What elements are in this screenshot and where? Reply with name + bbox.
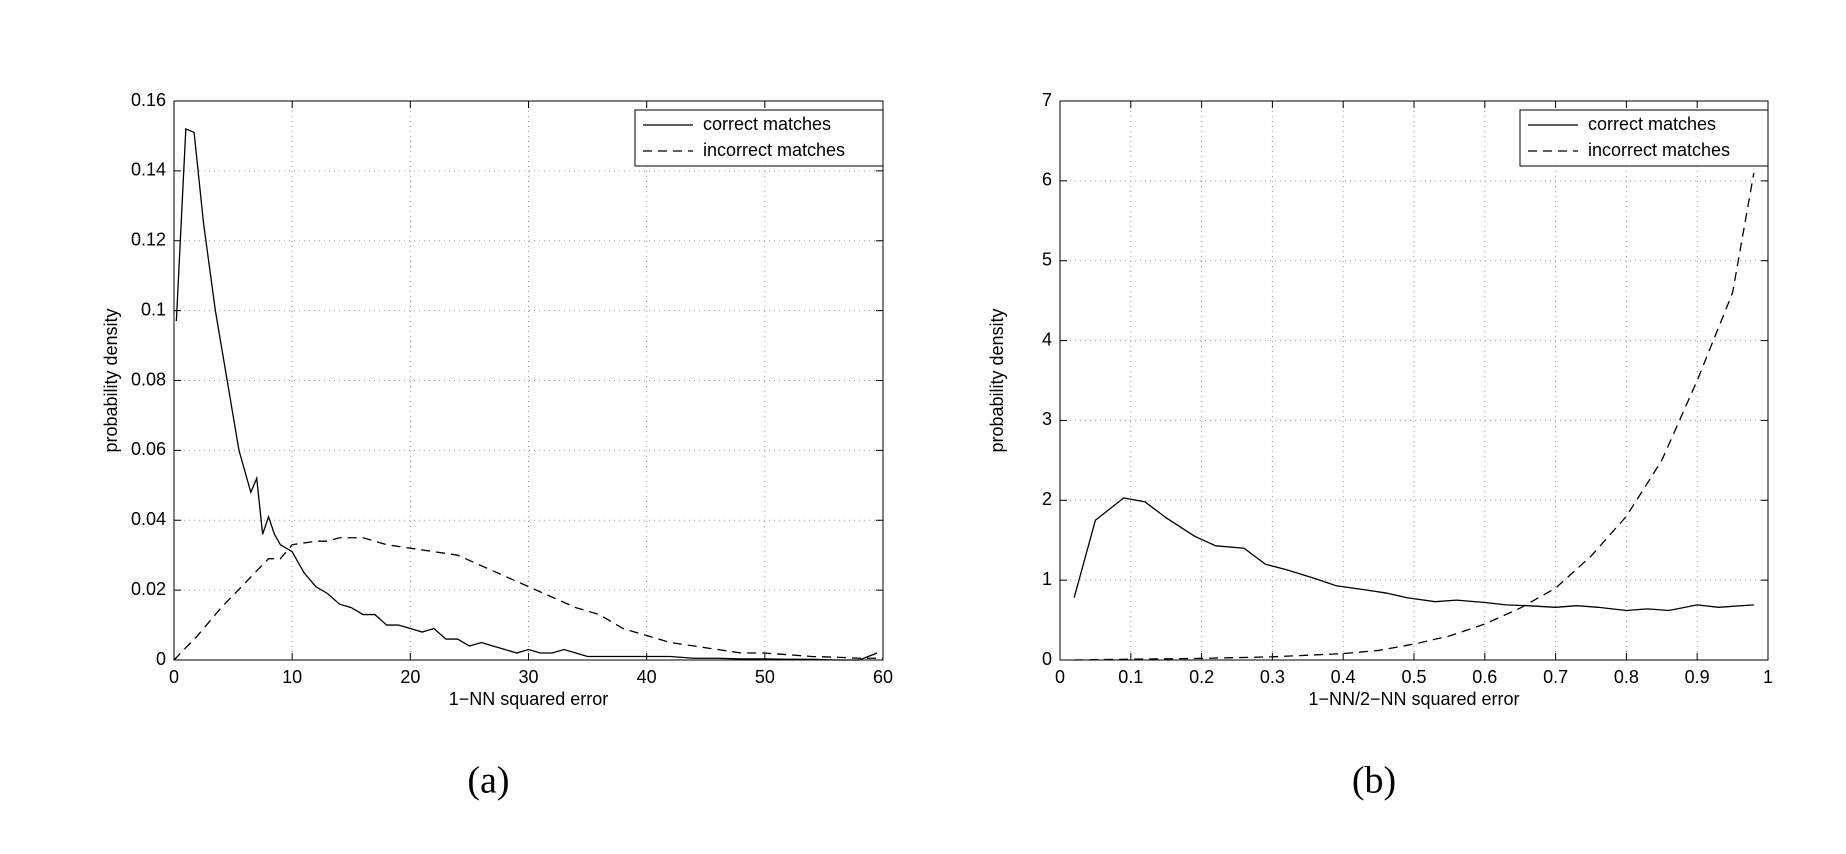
x-tick-label: 60 xyxy=(873,667,893,687)
y-tick-label: 3 xyxy=(1042,409,1052,429)
x-axis-label: 1−NN squared error xyxy=(449,689,609,709)
x-tick-label: 0.5 xyxy=(1401,667,1426,687)
x-tick-label: 0.1 xyxy=(1118,667,1143,687)
legend-label: incorrect matches xyxy=(703,140,845,160)
y-tick-label: 0.04 xyxy=(131,509,166,529)
y-tick-label: 6 xyxy=(1042,170,1052,190)
y-tick-label: 5 xyxy=(1042,249,1052,269)
data-line xyxy=(175,127,878,661)
x-tick-label: 0 xyxy=(169,667,179,687)
y-tick-label: 0.02 xyxy=(131,579,166,599)
y-tick-label: 0.16 xyxy=(131,90,166,110)
axes-box xyxy=(173,100,884,661)
legend-label: correct matches xyxy=(703,114,831,134)
y-axis-label: probability density xyxy=(101,308,121,452)
y-tick-label: 2 xyxy=(1042,489,1052,509)
x-tick-label: 0.6 xyxy=(1472,667,1497,687)
data-line xyxy=(173,537,883,661)
x-tick-label: 0.4 xyxy=(1331,667,1356,687)
x-axis-label: 1−NN/2−NN squared error xyxy=(1308,689,1519,709)
legend-box xyxy=(1519,109,1769,167)
y-tick-label: 0.14 xyxy=(131,160,166,180)
axes-box xyxy=(1059,100,1769,661)
data-line xyxy=(1074,172,1755,661)
legend-box xyxy=(634,109,884,167)
y-tick-label: 0.08 xyxy=(131,369,166,389)
x-tick-label: 30 xyxy=(518,667,538,687)
legend-label: correct matches xyxy=(1588,114,1716,134)
y-tick-label: 1 xyxy=(1042,569,1052,589)
x-tick-label: 0.7 xyxy=(1543,667,1568,687)
y-axis-label: probability density xyxy=(987,308,1007,452)
x-tick-label: 0 xyxy=(1055,667,1065,687)
x-tick-label: 0.3 xyxy=(1260,667,1285,687)
x-tick-label: 40 xyxy=(637,667,657,687)
x-tick-label: 10 xyxy=(282,667,302,687)
caption: (b) xyxy=(1352,760,1396,802)
x-tick-label: 20 xyxy=(400,667,420,687)
x-tick-label: 0.9 xyxy=(1685,667,1710,687)
y-tick-label: 0.12 xyxy=(131,230,166,250)
caption: (a) xyxy=(467,760,509,802)
y-tick-label: 0 xyxy=(156,649,166,669)
x-tick-label: 50 xyxy=(755,667,775,687)
x-tick-label: 0.8 xyxy=(1614,667,1639,687)
x-tick-label: 1 xyxy=(1763,667,1773,687)
y-tick-label: 7 xyxy=(1042,90,1052,110)
x-tick-label: 0.2 xyxy=(1189,667,1214,687)
y-tick-label: 4 xyxy=(1042,329,1052,349)
y-tick-label: 0.06 xyxy=(131,439,166,459)
y-tick-label: 0.1 xyxy=(141,299,166,319)
y-tick-label: 0 xyxy=(1042,649,1052,669)
legend-label: incorrect matches xyxy=(1588,140,1730,160)
data-line xyxy=(1073,497,1754,612)
